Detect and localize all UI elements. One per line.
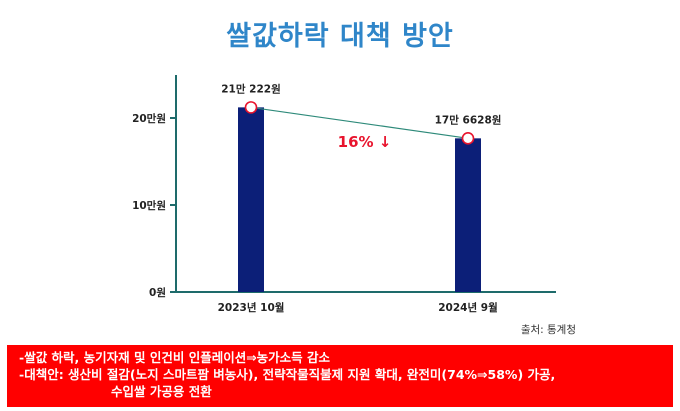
data-label: 21만 222원 bbox=[221, 82, 281, 95]
summary-line-2: -대책안: 생산비 절감(노지 스마트팜 벼농사), 전략작물직불제 지원 확대… bbox=[19, 367, 556, 382]
y-tick-label: 10만원 bbox=[132, 199, 166, 212]
summary-box: -쌀값 하락, 농기자재 및 인건비 인플레이션⇒농가소득 감소 -대책안: 생… bbox=[7, 345, 673, 407]
chart-title: 쌀값하락 대책 방안 bbox=[226, 21, 454, 52]
source-note: 출처: 통계청 bbox=[520, 324, 576, 336]
y-tick-label: 0원 bbox=[149, 286, 166, 299]
summary-line-3: 수입쌀 가공용 전환 bbox=[111, 384, 212, 399]
summary-line-1: -쌀값 하락, 농기자재 및 인건비 인플레이션⇒농가소득 감소 bbox=[19, 350, 331, 365]
bar bbox=[238, 107, 264, 293]
bar-chart: 0원 10만원 20만원 2023년 10월 21만 222원 2024년 9월 17만 6… bbox=[132, 75, 556, 314]
trend-line bbox=[250, 106, 469, 139]
x-tick-label: 2023년 10월 bbox=[218, 301, 285, 314]
data-marker bbox=[244, 101, 258, 114]
data-label: 17만 6628원 bbox=[435, 113, 502, 126]
y-tick-label: 20만원 bbox=[132, 112, 166, 125]
x-tick-label: 2024년 9월 bbox=[438, 301, 498, 314]
data-marker bbox=[461, 132, 475, 145]
change-label: 16% ↓ bbox=[338, 133, 392, 151]
bar bbox=[455, 138, 481, 292]
